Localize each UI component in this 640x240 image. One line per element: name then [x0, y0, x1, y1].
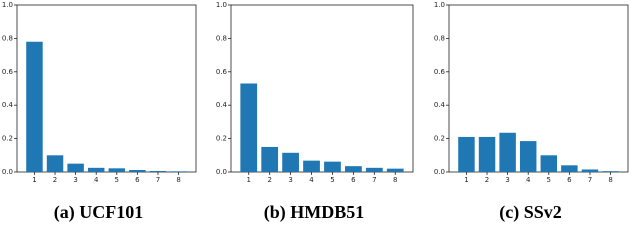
x-tick-label: 8	[176, 176, 180, 184]
x-tick-label: 5	[547, 176, 551, 184]
y-tick-label: 1.0	[434, 1, 445, 9]
y-tick-label: 0.4	[434, 101, 446, 109]
x-tick-label: 8	[608, 176, 612, 184]
bar	[540, 155, 558, 172]
y-tick-label: 0.2	[216, 135, 227, 143]
x-tick-label: 4	[94, 176, 99, 184]
bar	[26, 41, 43, 172]
y-tick-label: 0.6	[434, 68, 446, 76]
x-tick-label: 6	[351, 176, 356, 184]
x-tick-label: 4	[526, 176, 531, 184]
chart-caption: (c) SSv2	[499, 202, 562, 223]
x-tick-label: 6	[135, 176, 140, 184]
x-tick-label: 5	[115, 176, 119, 184]
x-tick-label: 1	[464, 176, 468, 184]
y-tick-label: 0.0	[2, 168, 13, 176]
x-tick-label: 2	[53, 176, 57, 184]
chart-caption: (a) UCF101	[54, 202, 143, 223]
bar	[67, 163, 84, 172]
bar	[499, 132, 516, 172]
y-tick-label: 0.2	[2, 135, 13, 143]
bar	[149, 170, 167, 172]
x-tick-label: 8	[393, 176, 397, 184]
bar	[602, 171, 619, 172]
x-tick-label: 3	[288, 176, 292, 184]
x-tick-label: 1	[247, 176, 251, 184]
bar	[345, 166, 362, 172]
x-tick-label: 3	[73, 176, 77, 184]
bar	[519, 141, 537, 172]
axes-frame	[16, 4, 197, 173]
bar	[282, 152, 299, 172]
y-tick-label: 0.0	[434, 168, 445, 176]
bar	[365, 167, 383, 172]
x-tick-label: 4	[309, 176, 314, 184]
bar	[581, 169, 599, 172]
bar	[261, 146, 279, 172]
figure: 0.0 0.2 0.4 0.6 0.8 1.0 1 2 3 4 5 6 7 8 (a) UCF101 0.0 0…	[2, 1, 629, 223]
y-tick-label: 0.8	[2, 34, 13, 42]
x-tick-label: 7	[372, 176, 376, 184]
bar	[303, 160, 320, 172]
bar	[324, 161, 341, 172]
bar	[129, 169, 146, 172]
x-tick-label: 2	[485, 176, 489, 184]
bar	[170, 171, 187, 172]
chart-caption: (b) HMDB51	[264, 202, 365, 223]
bar	[46, 155, 64, 172]
x-tick-label: 1	[32, 176, 36, 184]
bar	[108, 168, 126, 172]
bar	[478, 136, 496, 172]
y-tick-label: 0.4	[216, 101, 228, 109]
bar	[240, 83, 258, 172]
y-tick-label: 0.2	[434, 135, 445, 143]
x-tick-label: 5	[330, 176, 334, 184]
bar	[458, 136, 475, 172]
x-tick-label: 6	[567, 176, 572, 184]
bar	[561, 165, 578, 172]
x-tick-label: 3	[505, 176, 509, 184]
axes-frame	[230, 4, 414, 173]
x-tick-label: 7	[156, 176, 160, 184]
y-tick-label: 0.6	[216, 68, 228, 76]
y-tick-label: 1.0	[216, 1, 227, 9]
y-tick-label: 0.6	[2, 68, 14, 76]
y-tick-label: 1.0	[2, 1, 13, 9]
bar	[386, 168, 404, 172]
x-tick-label: 2	[267, 176, 271, 184]
y-tick-label: 0.0	[216, 168, 227, 176]
y-tick-label: 0.8	[216, 34, 227, 42]
y-tick-label: 0.4	[2, 101, 14, 109]
x-tick-label: 7	[588, 176, 592, 184]
y-tick-label: 0.8	[434, 34, 445, 42]
bar	[87, 167, 105, 172]
axes-frame	[448, 4, 629, 173]
